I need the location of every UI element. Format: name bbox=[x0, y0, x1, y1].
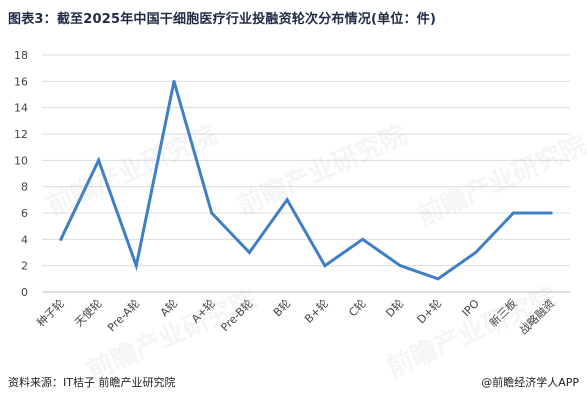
y-tick-label: 14 bbox=[14, 102, 28, 115]
data-point bbox=[134, 264, 138, 268]
data-point bbox=[549, 211, 553, 215]
series-lines bbox=[59, 79, 553, 281]
y-tick-label: 12 bbox=[14, 128, 28, 141]
data-point bbox=[210, 211, 214, 215]
data-point bbox=[361, 237, 365, 241]
data-point bbox=[97, 158, 101, 162]
x-tick-label: 新三板 bbox=[486, 296, 519, 329]
data-point bbox=[398, 264, 402, 268]
y-tick-label: 10 bbox=[14, 154, 28, 167]
line-chart: 0 2 4 6 8 10 12 14 16 18 种子轮 天使轮 Pre-A轮 A轮 A+轮 Pre-B轮 B… bbox=[14, 49, 570, 337]
y-tick-label: 6 bbox=[21, 207, 28, 220]
y-tick-label: 18 bbox=[14, 49, 28, 62]
x-tick-label: 战略融资 bbox=[516, 296, 557, 337]
x-tick-label: A轮 bbox=[157, 296, 180, 319]
x-tick-label: 种子轮 bbox=[34, 296, 67, 329]
data-point bbox=[436, 277, 440, 281]
x-tick-label: Pre-A轮 bbox=[104, 296, 142, 334]
x-tick-label: A+轮 bbox=[188, 296, 218, 326]
y-axis-ticks: 0 2 4 6 8 10 12 14 16 18 bbox=[14, 49, 28, 299]
data-point bbox=[285, 198, 289, 202]
credit-note: @前瞻经济学人APP bbox=[481, 376, 579, 389]
data-point bbox=[59, 237, 63, 241]
grid-lines bbox=[42, 54, 570, 267]
x-tick-label: D+轮 bbox=[414, 296, 444, 326]
x-tick-label: D轮 bbox=[383, 296, 407, 320]
y-tick-label: 8 bbox=[21, 181, 28, 194]
x-tick-label: IPO bbox=[460, 297, 483, 320]
x-tick-label: B+轮 bbox=[301, 296, 331, 326]
data-point bbox=[172, 79, 176, 83]
data-point bbox=[511, 211, 515, 215]
x-tick-label: B轮 bbox=[270, 296, 293, 319]
data-point bbox=[247, 251, 251, 254]
x-axis-ticks: 种子轮 天使轮 Pre-A轮 A轮 A+轮 Pre-B轮 B轮 B+轮 C轮 D轮 D+轮 IPO 新三… bbox=[34, 296, 558, 337]
y-tick-label: 0 bbox=[21, 286, 28, 299]
y-tick-label: 16 bbox=[14, 75, 28, 88]
x-tick-label: Pre-B轮 bbox=[218, 296, 256, 334]
y-tick-label: 2 bbox=[21, 260, 28, 273]
data-point bbox=[323, 264, 327, 268]
series-line bbox=[59, 80, 553, 281]
x-tick-label: C轮 bbox=[346, 296, 369, 319]
chart-title: 图表3：截至2025年中国干细胞医疗行业投融资轮次分布情况(单位：件) bbox=[8, 12, 437, 27]
footer: 资料来源：IT桔子 前瞻产业研究院 @前瞻经济学人APP bbox=[0, 364, 587, 398]
data-point bbox=[474, 251, 478, 254]
x-tick-label: 天使轮 bbox=[71, 296, 104, 329]
source-note: 资料来源：IT桔子 前瞻产业研究院 bbox=[8, 376, 176, 389]
y-tick-label: 4 bbox=[21, 233, 28, 246]
